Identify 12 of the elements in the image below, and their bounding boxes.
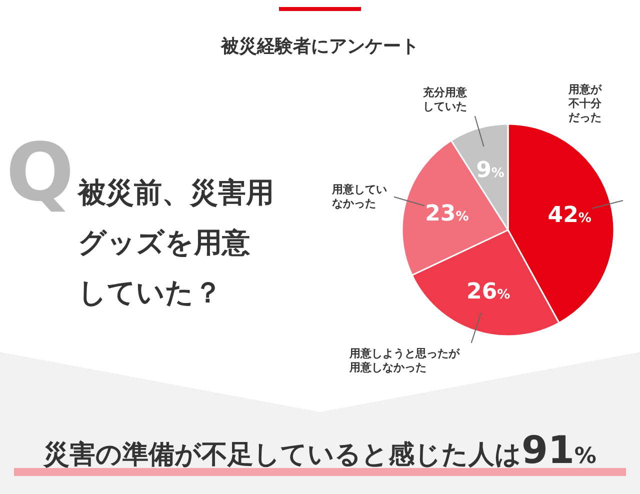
slice-label: 用意しようと思ったが用意しなかった (349, 346, 461, 375)
data-label: 23% (425, 201, 469, 226)
slice-label: 用意が不十分だった (568, 83, 603, 126)
data-label: 42% (548, 203, 592, 228)
text: Q (6, 126, 74, 219)
text: 災害の準備が不足していると感じた人は91% (42, 428, 598, 472)
data-label: 26% (466, 279, 510, 304)
text: 被災前、災害用グッズを用意していた？ (78, 175, 275, 311)
slice-label: 充分用意していた (422, 86, 468, 114)
slice-label: 用意していなかった (332, 182, 388, 211)
data-label: 9% (476, 158, 504, 183)
chart-title: 被災経験者にアンケート (220, 35, 420, 58)
